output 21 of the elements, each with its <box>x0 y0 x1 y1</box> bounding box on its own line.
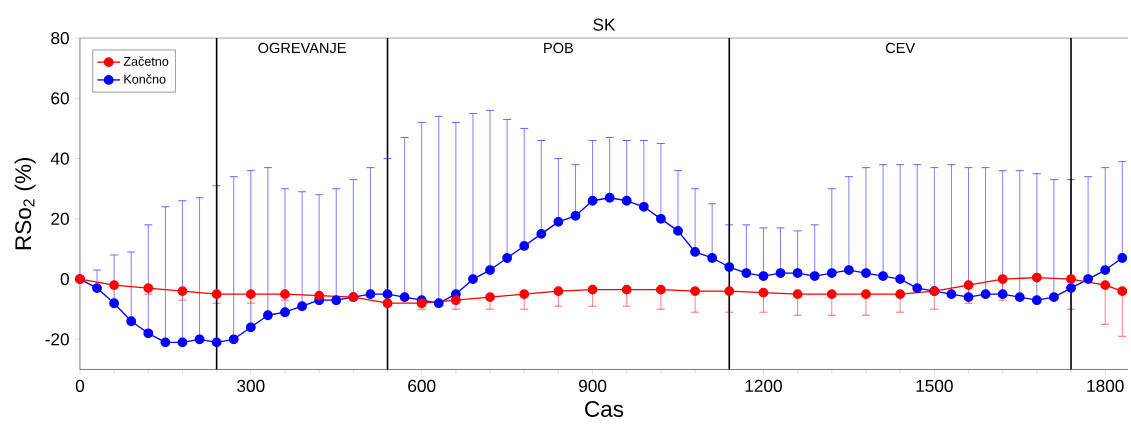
y-tick-label: 80 <box>51 32 69 45</box>
y-tick-label: -20 <box>45 333 69 346</box>
x-tick-label: 0 <box>75 379 85 393</box>
x-tick-label: 1500 <box>916 379 953 393</box>
y-tick-label: 20 <box>51 212 69 225</box>
annotation: OGREVANJE <box>258 42 346 54</box>
y-tick-label: 40 <box>50 152 69 165</box>
x-tick-label: 600 <box>408 379 436 393</box>
legend-label: Začetno <box>123 56 169 66</box>
annotation: CEV <box>885 42 916 54</box>
legend-label: Končno <box>124 74 166 84</box>
x-tick-label: 1800 <box>1087 379 1124 393</box>
x-tick-label: 1200 <box>745 379 782 393</box>
y-axis-title: RSo$_{2}$ (%) <box>14 157 36 250</box>
y-tick-label: 60 <box>51 92 69 105</box>
x-axis-title: Cas <box>585 401 624 418</box>
x-tick-label: 300 <box>237 379 265 393</box>
x-tick-label: 900 <box>579 379 607 393</box>
y-tick-label: 0 <box>60 273 69 286</box>
annotation: POB <box>544 42 574 54</box>
chart-title: SK <box>593 18 616 31</box>
